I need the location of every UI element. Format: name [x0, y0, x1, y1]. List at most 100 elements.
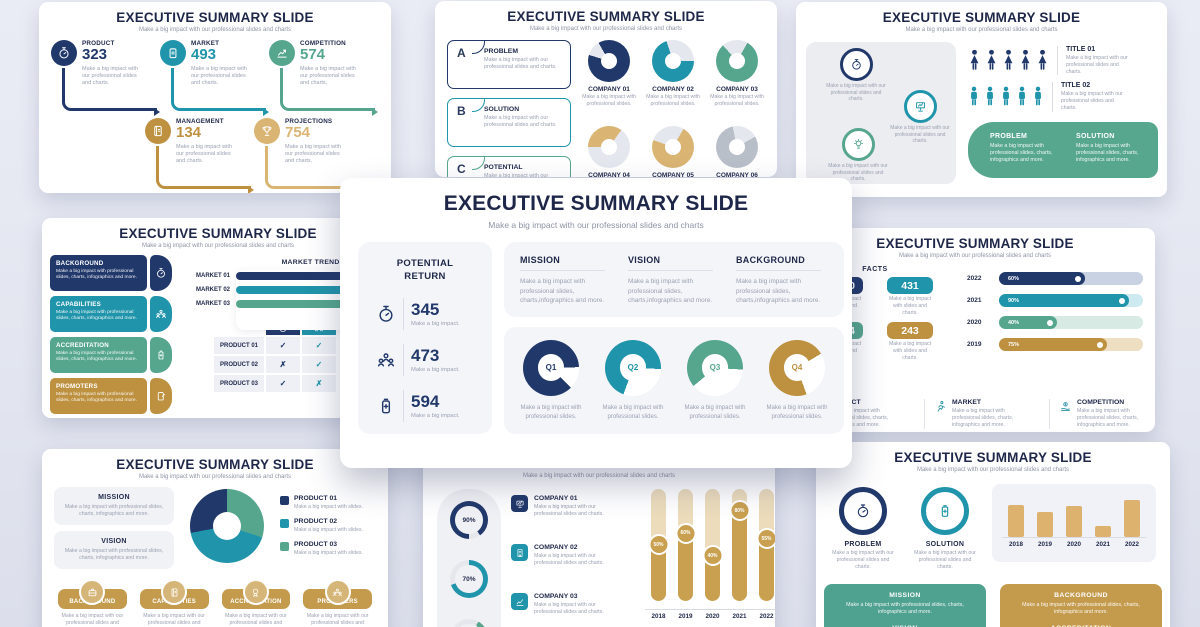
man-figure-icon [1019, 87, 1025, 106]
feature-description: Make a big impact with our professional … [890, 125, 950, 144]
item-icon-circle [145, 118, 171, 144]
text-column: BACKGROUND Make a big impact with profes… [736, 255, 828, 306]
section-label: MISSION [889, 592, 921, 600]
section-description: Make a big impact with professional slid… [56, 310, 138, 322]
feature-item: Make a big impact with our professional … [826, 48, 886, 103]
panel-label: PROBLEM [990, 132, 1028, 140]
slide-body: MISSION Make a big impact with professio… [42, 480, 388, 570]
mission-vision-cards: MISSION Make a big impact with professio… [54, 487, 174, 570]
divider [628, 270, 713, 271]
slide-bottom-left: EXECUTIVE SUMMARY SLIDE Make a big impac… [42, 449, 388, 627]
elbow-arrow [171, 68, 269, 116]
percent-rings: 90% 70% 75% [437, 489, 501, 627]
feature-icon-ring [841, 128, 875, 161]
company-label: COMPANY 06 [716, 172, 758, 177]
matrix-row-label: PRODUCT 02 [214, 356, 264, 373]
pill-percent-badge: 50% [648, 534, 669, 555]
audience-rows: TITLE 01 Make a big impact with our prof… [968, 46, 1164, 112]
slide-header: EXECUTIVE SUMMARY SLIDE Make a big impac… [42, 218, 394, 249]
year-progress-bars: 2022 60% 2021 90% 2020 40% [957, 263, 1143, 362]
column-label: BACKGROUND [736, 255, 805, 265]
year-progress-row: 2020 40% [967, 316, 1143, 329]
slide-header: EXECUTIVE SUMMARY SLIDE Make a big impac… [42, 449, 388, 480]
donut-chart [588, 40, 630, 82]
feature-panel: Make a big impact with our professional … [806, 42, 956, 184]
stopwatch-icon [59, 47, 69, 59]
quarter-donut: Q3 [687, 339, 743, 396]
panel-column: SOLUTION Make a big impact with professi… [1076, 133, 1150, 165]
bar [1095, 526, 1111, 537]
year-bar-chart: 2018 2019 2020 2021 2022 [992, 484, 1156, 562]
progress-dot [1118, 297, 1125, 304]
slide-title: EXECUTIVE SUMMARY SLIDE [876, 236, 1074, 251]
slide-subtitle: Make a big impact with our professional … [905, 27, 1058, 33]
company-description: Make a big impact with professional slid… [582, 94, 636, 107]
fact-value-box: 243 [887, 322, 933, 340]
feature-item: SOLUTION Make a big impact with our prof… [912, 487, 978, 571]
progress-track: 60% [999, 272, 1143, 285]
quarter-label: Q1 [537, 354, 565, 382]
quarter-item: Q1 Make a big impact with professional s… [510, 339, 592, 424]
item-value: 754 [285, 124, 311, 141]
audience-row: TITLE 01 Make a big impact with our prof… [968, 46, 1164, 76]
company-donut-cell: COMPANY 01 Make a big impact with profes… [581, 40, 637, 119]
card-label: MISSION [98, 494, 130, 501]
column-description: Make a big impact with professional slid… [520, 278, 605, 305]
slide-bottom-middle: EXECUTIVE SUMMARY SLIDE Make a big impac… [423, 448, 775, 627]
company-donut-cell: COMPANY 02 Make a big impact with profes… [645, 40, 701, 119]
progress-percent: 60% [1008, 275, 1020, 282]
feature-icon-ring [921, 487, 969, 535]
idea-icon [853, 138, 863, 149]
gold-tab: CAPABILITIES Make a big impact with our … [139, 579, 209, 627]
letter-card: C POTENTIAL Make a big impact with our p… [447, 156, 571, 177]
company-label: COMPANY 04 [588, 172, 630, 177]
tab-description: Make a big impact with our professional … [61, 613, 124, 627]
elbow-arrow [62, 68, 160, 116]
slide-middle-left: EXECUTIVE SUMMARY SLIDE Make a big impac… [42, 218, 394, 418]
company-label: COMPANY 03 [534, 593, 578, 601]
people-icon [377, 352, 395, 367]
tab-icon-circle [161, 579, 188, 606]
problem-solution-panel: PROBLEM Make a big impact with professio… [968, 121, 1158, 178]
slide-subtitle: Make a big impact with our professional … [522, 473, 676, 479]
year-labels: 2018 2019 2020 2021 2022 [1002, 538, 1146, 548]
market-trends-heading: MARKET TRENDS [281, 259, 345, 266]
section-item: PROMOTERS Make a big impact with profess… [50, 378, 172, 414]
card-letter: B [457, 104, 466, 118]
item-label: PROJECTIONS [285, 118, 333, 125]
quarter-description: Make a big impact with professional slid… [602, 404, 664, 420]
company-label: COMPANY 01 [534, 495, 578, 502]
gold-tab: ACCREDITATION Make a big impact with our… [221, 579, 291, 627]
quarter-label: Q3 [701, 354, 729, 382]
text-column: MISSION Make a big impact with professio… [520, 255, 612, 306]
divider [736, 270, 821, 271]
slide-header: EXECUTIVE SUMMARY SLIDE Make a big impac… [816, 442, 1170, 473]
slide-bottom-right: EXECUTIVE SUMMARY SLIDE Make a big impac… [816, 442, 1170, 627]
text-column: VISION Make a big impact with profession… [628, 255, 720, 306]
text-card: MISSION Make a big impact with professio… [54, 487, 174, 526]
year-label: 2019 [1037, 541, 1052, 548]
tab-description: Make a big impact with our professional … [306, 613, 369, 627]
briefcase-icon [88, 588, 97, 596]
pill-fill [651, 545, 666, 601]
slide-subtitle: Make a big impact with our professional … [898, 253, 1052, 259]
slide-title: EXECUTIVE SUMMARY SLIDE [882, 10, 1081, 25]
item-icon-circle [254, 118, 280, 144]
man-figure-icon [971, 87, 977, 106]
tab-description: Make a big impact with our professional … [225, 613, 287, 627]
stat-item: 594 Make a big impact. [376, 389, 484, 422]
progress-track: 90% [999, 294, 1143, 307]
year-pill-bar: 50% [648, 489, 669, 601]
company-list: COMPANY 01 Make a big impact with our pr… [511, 489, 633, 627]
trend-label: MARKET 02 [195, 287, 230, 293]
pill-fill [678, 533, 693, 601]
pill-fill [732, 511, 747, 601]
notebook-icon [154, 125, 162, 137]
item-label: COMPETITION [300, 40, 346, 47]
company-item: COMPANY 01 Make a big impact with our pr… [511, 495, 633, 518]
slide-header: EXECUTIVE SUMMARY SLIDE Make a big impac… [39, 2, 391, 33]
card-letter: C [457, 162, 466, 176]
company-donut-cell: COMPANY 06 Make a big impact with profes… [709, 126, 765, 177]
divider [1052, 82, 1053, 112]
